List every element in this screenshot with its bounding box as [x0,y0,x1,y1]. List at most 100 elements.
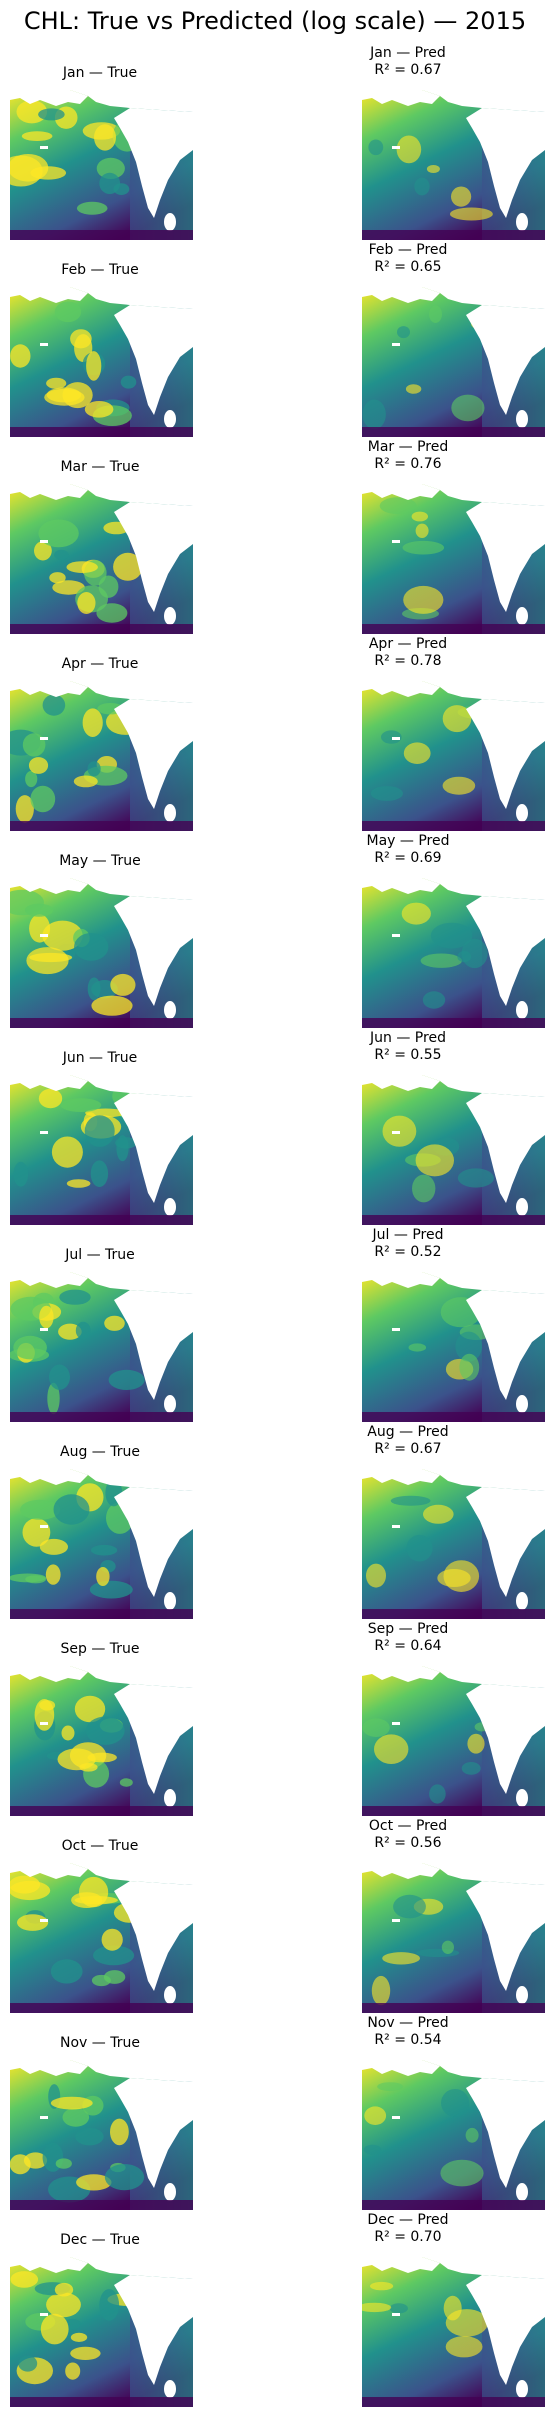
land-india [466,1881,545,1991]
land-iran [422,1075,545,1097]
pred-panel-title: Dec — Pred R² = 0.70 [308,2212,508,2246]
chl-patch [381,730,402,744]
pred-panel-title: Jan — Pred R² = 0.67 [308,45,508,79]
land-iran [70,1863,193,1885]
pred-label: Mar — Pred [367,439,449,455]
land-arabia [10,2060,88,2076]
land-arabia [362,878,440,894]
true-panel-title: Mar — True [60,459,140,475]
chl-patch [21,131,53,141]
chl-patch [98,575,119,598]
land-arabia [10,1863,88,1879]
chl-patch [62,2107,90,2127]
chl-patch [408,1343,427,1352]
true-panel-title: May — True [59,853,141,869]
land-island [40,737,48,740]
land-srilanka [516,1789,528,1807]
land-srilanka [164,1198,176,1216]
chl-patch [91,1544,118,1556]
chl-patch [445,2336,483,2358]
chl-patch [39,1700,56,1711]
land-arabia [10,1666,88,1682]
month-row: Apr — True Apr — Pred R² = 0.78 [0,636,550,833]
chl-patch [467,1733,485,1754]
chl-patch [38,1088,63,1109]
month-row: Jul — True Jul — Pred R² = 0.52 [0,1227,550,1424]
land-srilanka [516,213,528,231]
chl-patch [55,2158,72,2169]
land-arabia [10,1272,88,1288]
chl-patch [465,2127,479,2143]
chl-patch [461,1762,481,1775]
land-srilanka [164,2380,176,2398]
figure-title: CHL: True vs Predicted (log scale) — 201… [23,7,527,35]
pred-chl-map [362,1075,545,1225]
chl-patch [362,399,386,430]
land-arabia [10,1469,88,1485]
chl-patch [22,733,46,757]
land-srilanka [516,1592,528,1610]
southern-band [10,624,193,634]
chl-patch [42,694,66,716]
chl-patch [10,155,43,187]
land-india [466,896,545,1006]
chl-patch [50,1959,83,1984]
chl-patch [96,157,125,179]
land-india [114,2275,193,2385]
southern-band [10,1018,193,1028]
southern-band [10,1609,193,1619]
chl-patch [25,1575,46,1584]
land-india [114,1487,193,1597]
land-iran [422,1863,545,1885]
chl-patch [397,326,410,339]
land-india [114,1093,193,1203]
chl-patch [10,2154,31,2175]
chl-patch [401,902,431,925]
chl-patch [449,207,493,221]
chl-patch [25,770,38,788]
pred-label: Feb — Pred [368,242,448,258]
land-iran [422,287,545,309]
land-srilanka [516,2380,528,2398]
land-iran [70,2060,193,2082]
land-island [40,540,48,543]
land-island [392,343,400,346]
r2-score: R² = 0.67 [374,1441,442,1457]
chl-patch [403,742,431,764]
land-island [40,934,48,937]
true-chl-map [10,287,193,437]
month-row: Sep — True Sep — Pred R² = 0.64 [0,1621,550,1818]
chl-patch [104,1315,125,1331]
chl-patch [426,165,440,173]
chl-patch [30,166,67,180]
pred-panel-title: Aug — Pred R² = 0.67 [308,1424,508,1458]
land-arabia [10,2257,88,2273]
pred-chl-map [362,90,545,240]
chl-patch [82,708,103,737]
land-srilanka [164,213,176,231]
land-arabia [10,1075,88,1091]
southern-band [10,1806,193,1816]
chl-patch [10,2271,39,2288]
pred-chl-map [362,2257,545,2407]
land-india [114,108,193,218]
chl-patch [39,1305,54,1329]
chl-patch [406,1534,433,1562]
chl-patch [10,1875,41,1894]
chl-patch [49,1364,70,1390]
chl-patch [411,511,428,522]
chl-patch [20,1499,61,1520]
chl-patch [451,394,485,422]
land-island [392,2313,400,2316]
true-panel-title: Apr — True [61,656,139,672]
chl-patch [66,1179,91,1188]
chl-patch [362,2302,392,2313]
true-chl-map [10,1863,193,2013]
chl-patch [86,351,102,381]
chl-patch [99,172,121,194]
pred-label: Jun — Pred [370,1030,446,1046]
chl-patch [74,933,109,961]
chl-patch [414,177,430,196]
land-island [40,1525,48,1528]
land-srilanka [164,804,176,822]
